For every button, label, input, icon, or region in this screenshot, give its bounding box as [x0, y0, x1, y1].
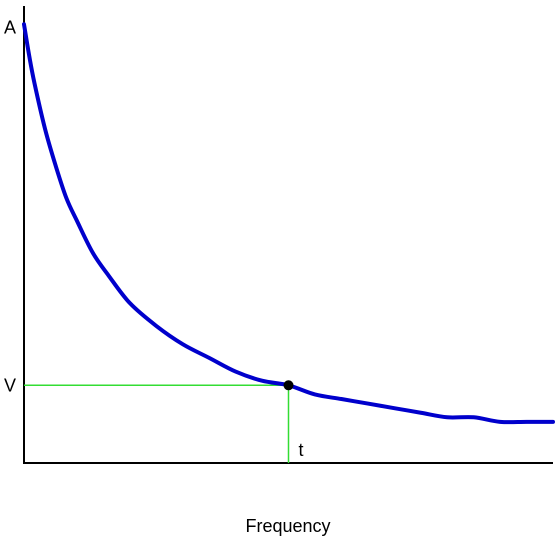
y-tick-label-a: A — [4, 17, 16, 37]
x-tick-label-t: t — [299, 440, 304, 460]
highlight-point — [283, 380, 294, 391]
series-curve — [22, 22, 555, 425]
x-axis-title: Frequency — [245, 516, 330, 536]
y-tick-label-v: V — [4, 375, 16, 395]
